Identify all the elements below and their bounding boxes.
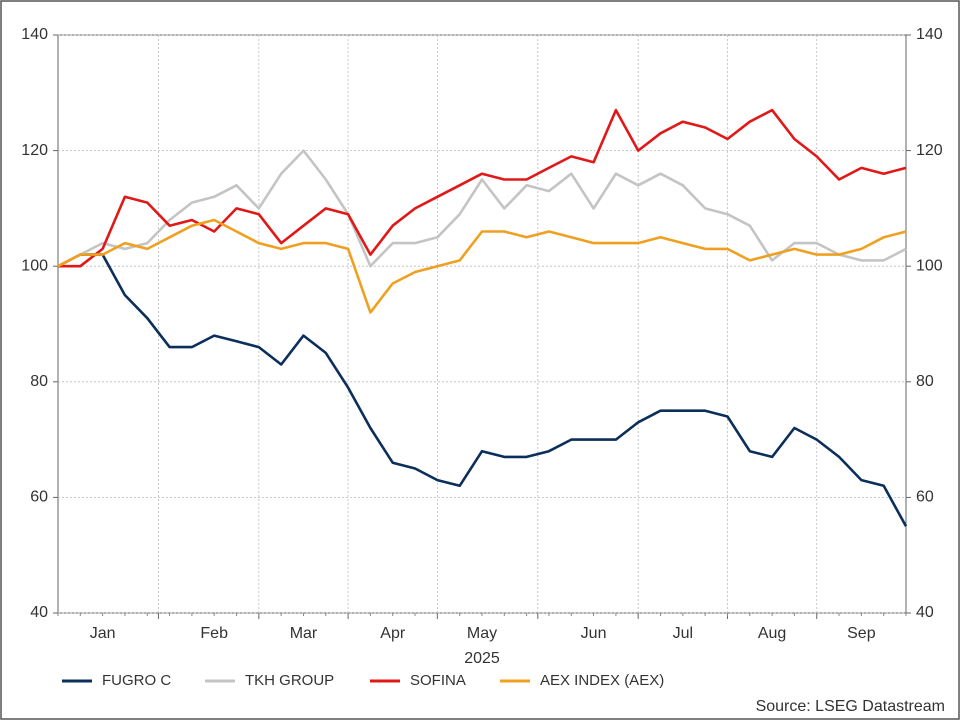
x-tick-label: Apr xyxy=(380,625,406,642)
y-tick-label: 60 xyxy=(30,489,48,506)
series-line xyxy=(57,218,907,314)
x-tick-label: Mar xyxy=(290,625,318,642)
series-line xyxy=(57,149,907,268)
y-tick-label: 80 xyxy=(30,373,48,390)
x-axis-label: 2025 xyxy=(464,650,500,667)
y-tick-label: 120 xyxy=(21,142,48,159)
y2-tick-label: 40 xyxy=(916,604,934,621)
series-line xyxy=(57,253,908,527)
y-tick-label: 140 xyxy=(21,26,48,43)
x-tick-label: Feb xyxy=(200,625,228,642)
legend-label: AEX INDEX (AEX) xyxy=(540,672,664,689)
y2-tick-label: 100 xyxy=(916,257,943,274)
x-tick-label: Jul xyxy=(673,625,693,642)
legend-label: FUGRO C xyxy=(102,672,171,689)
legend-label: TKH GROUP xyxy=(245,672,334,689)
y-tick-label: 100 xyxy=(21,257,48,274)
y2-tick-label: 80 xyxy=(916,373,934,390)
x-tick-label: Aug xyxy=(758,625,786,642)
source-note: Source: LSEG Datastream xyxy=(756,698,945,715)
y2-tick-label: 60 xyxy=(916,489,934,506)
x-tick-label: Sep xyxy=(847,625,876,642)
y-tick-label: 40 xyxy=(30,604,48,621)
x-tick-label: May xyxy=(467,625,497,642)
y2-tick-label: 120 xyxy=(916,142,943,159)
x-tick-label: Jun xyxy=(581,625,607,642)
legend-label: SOFINA xyxy=(410,672,466,689)
y2-tick-label: 140 xyxy=(916,26,943,43)
x-tick-label: Jan xyxy=(90,625,116,642)
